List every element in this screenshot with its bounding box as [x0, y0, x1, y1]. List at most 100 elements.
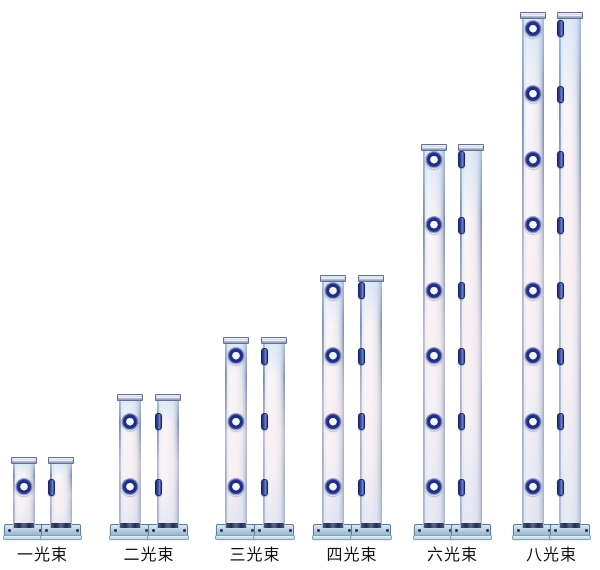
side-lens-tab-icon	[557, 20, 565, 37]
side-lens-tab-icon	[357, 282, 365, 299]
beam-lens-icon	[121, 412, 140, 431]
side-lens-tab-icon	[458, 216, 466, 234]
post-cap	[357, 275, 384, 282]
beam-lens-icon	[121, 478, 140, 496]
side-lens-tab-icon	[458, 151, 466, 168]
beam-lens-icon	[523, 347, 542, 365]
group-label: 二光束	[123, 547, 175, 564]
front-post	[420, 144, 447, 528]
post-bottom-band	[560, 523, 581, 528]
post-cap	[458, 144, 485, 151]
front-post	[10, 457, 37, 528]
post-bottom-band	[522, 523, 543, 528]
post-bottom-band	[323, 523, 344, 528]
beam-lens-icon	[424, 347, 443, 365]
side-lens-tab-icon	[357, 413, 365, 430]
post-body	[119, 401, 142, 528]
group-label: 一光束	[16, 547, 68, 564]
post-cap	[154, 394, 181, 401]
beam-lens-icon	[523, 150, 542, 169]
beam-lens-icon	[424, 150, 443, 169]
base-screw	[516, 529, 520, 532]
base-screw	[348, 529, 352, 532]
post-body	[460, 151, 483, 528]
base-screw	[151, 529, 155, 532]
side-post	[48, 457, 75, 528]
post-bottom-band	[157, 523, 178, 528]
side-lens-tab-icon	[557, 85, 565, 103]
post-bottom-band	[51, 523, 72, 528]
base-screw	[182, 529, 186, 532]
base-screw	[257, 529, 261, 532]
post-body	[359, 282, 382, 528]
side-lens-tab-icon	[557, 478, 565, 496]
beam-lens-icon	[424, 216, 443, 234]
post-cap	[519, 12, 546, 19]
post-cap	[260, 337, 287, 344]
side-lens-tab-icon	[357, 347, 365, 365]
side-lens-tab-icon	[557, 151, 565, 168]
base-screw	[417, 529, 421, 532]
front-post	[519, 12, 546, 528]
base-screw	[486, 529, 490, 532]
side-lens-tab-icon	[458, 282, 466, 299]
base-screw	[45, 529, 49, 532]
beam-lens-icon	[324, 478, 343, 496]
post-cap	[117, 394, 144, 401]
side-lens-tab-icon	[557, 347, 565, 365]
post-body	[422, 151, 445, 528]
base-screw	[288, 529, 292, 532]
beam-lens-icon	[324, 347, 343, 365]
group-label: 八光束	[525, 547, 577, 564]
beam-lens-icon	[523, 85, 542, 103]
beam-lens-icon	[424, 478, 443, 496]
post-bottom-band	[13, 523, 34, 528]
side-lens-tab-icon	[357, 478, 365, 496]
front-post	[320, 275, 347, 528]
beam-lens-icon	[523, 412, 542, 431]
beam-lens-icon	[324, 412, 343, 431]
beam-lens-icon	[227, 478, 246, 496]
post-cap	[48, 457, 75, 464]
base-screw	[114, 529, 118, 532]
group-label: 四光束	[326, 547, 378, 564]
front-post	[117, 394, 144, 528]
beam-lens-icon	[523, 281, 542, 300]
side-lens-tab-icon	[260, 347, 268, 365]
beam-lens-icon	[424, 281, 443, 300]
beam-lens-icon	[227, 412, 246, 431]
base-screw	[455, 529, 459, 532]
post-body	[521, 19, 544, 528]
base-screw	[251, 529, 255, 532]
side-lens-tab-icon	[557, 282, 565, 299]
side-post	[260, 337, 287, 528]
beam-lens-icon	[14, 478, 33, 496]
side-post	[154, 394, 181, 528]
side-lens-tab-icon	[557, 413, 565, 430]
post-cap	[557, 12, 584, 19]
post-body	[156, 401, 179, 528]
base-screw	[585, 529, 589, 532]
post-body	[559, 19, 582, 528]
beam-lens-icon	[227, 347, 246, 365]
post-bottom-band	[423, 523, 444, 528]
base-screw	[354, 529, 358, 532]
beam-lens-icon	[523, 216, 542, 234]
side-lens-tab-icon	[557, 216, 565, 234]
post-body	[262, 344, 285, 528]
base-screw	[38, 529, 42, 532]
post-bottom-band	[263, 523, 284, 528]
side-lens-tab-icon	[48, 478, 56, 496]
base-screw	[7, 529, 11, 532]
post-bottom-band	[120, 523, 141, 528]
side-lens-tab-icon	[260, 478, 268, 496]
